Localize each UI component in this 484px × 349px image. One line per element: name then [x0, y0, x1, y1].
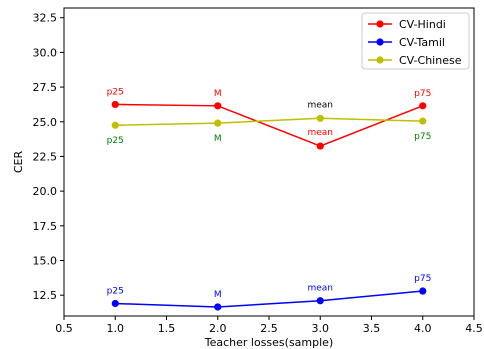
point-annotation: M [214, 290, 222, 300]
y-tick-label: 15.0 [33, 255, 58, 268]
plot-area: 0.5 1.0 1.5 2.0 2.5 3.0 3.5 4.0 4.5 12.5 15.0 17.5 2… [33, 7, 483, 335]
x-tick-label: 3.0 [312, 322, 330, 335]
x-axis-label: Teacher losses(sample) [204, 336, 334, 349]
point-annotation: p25 [107, 136, 124, 146]
y-axis-label: CER [12, 151, 25, 174]
legend-marker [376, 56, 384, 64]
y-tick-label: 27.5 [33, 81, 58, 94]
legend: CV-Hindi CV-Tamil CV-Chinese [361, 12, 470, 70]
point-annotation: p75 [414, 132, 431, 142]
data-point [419, 117, 427, 125]
point-annotation: M [214, 89, 222, 99]
data-point [214, 119, 222, 127]
y-tick-label: 25.0 [33, 116, 58, 129]
data-point [316, 114, 324, 122]
data-point [316, 142, 324, 150]
legend-marker [376, 38, 384, 46]
x-tick-label: 2.5 [260, 322, 278, 335]
y-tick-label: 20.0 [33, 185, 58, 198]
data-point [316, 297, 324, 305]
data-point [214, 102, 222, 110]
legend-marker [376, 20, 384, 28]
x-tick-label: 1.5 [158, 322, 176, 335]
data-point [419, 102, 427, 110]
point-annotation: p75 [414, 89, 431, 99]
x-tick-label: 2.0 [209, 322, 227, 335]
data-point [111, 299, 119, 308]
y-tick-label: 17.5 [33, 220, 58, 233]
legend-label: CV-Hindi [399, 18, 446, 31]
y-tick-label: 12.5 [33, 289, 58, 302]
x-tick-label: 3.5 [363, 322, 381, 335]
series-line [115, 103, 424, 147]
series-line [115, 290, 423, 308]
series-line [115, 117, 423, 126]
point-annotation: mean [307, 128, 333, 138]
x-tick-label: 4.5 [465, 322, 483, 335]
y-tick-label: 32.5 [33, 12, 58, 25]
point-annotation: p25 [107, 287, 124, 297]
y-tick-label: 22.5 [33, 150, 58, 163]
point-annotation: p25 [107, 87, 124, 97]
legend-label: CV-Chinese [399, 54, 462, 67]
point-annotation: M [214, 134, 222, 144]
x-tick-label: 4.0 [414, 322, 432, 335]
x-tick-label: 1.0 [107, 322, 125, 335]
point-annotation: p75 [414, 274, 431, 284]
data-point [111, 121, 119, 129]
data-point [111, 100, 119, 109]
data-point [214, 303, 222, 311]
x-tick-label: 0.5 [55, 322, 73, 335]
data-point [419, 287, 427, 295]
legend-entry: CV-Hindi [368, 18, 446, 31]
legend-label: CV-Tamil [399, 36, 445, 49]
legend-entry: CV-Chinese [368, 54, 462, 67]
point-annotation: mean [307, 100, 333, 110]
legend-entry: CV-Tamil [368, 36, 445, 49]
y-tick-label: 30.0 [33, 46, 58, 59]
legend-box [361, 12, 470, 70]
point-annotation: mean [307, 284, 333, 294]
